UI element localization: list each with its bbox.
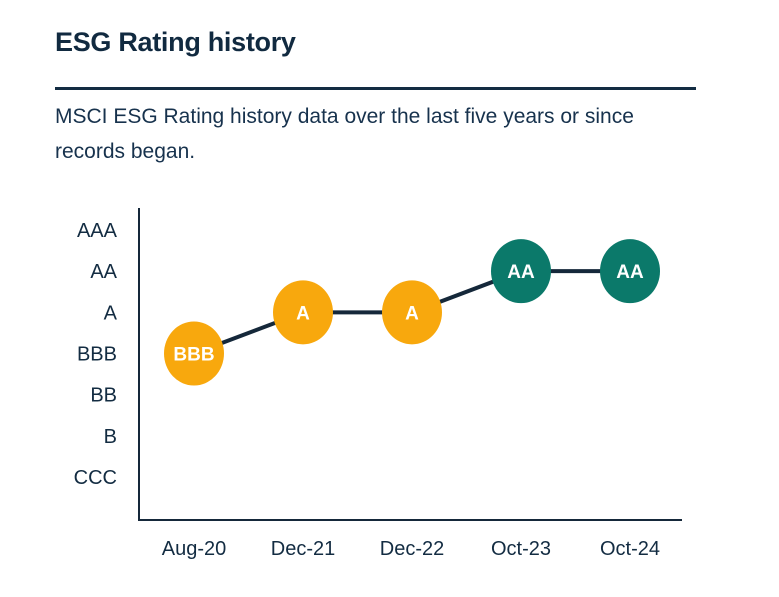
subtitle-line-2: records began.: [55, 140, 196, 163]
y-axis-label-ccc: CCC: [74, 467, 117, 489]
y-axis-label-bbb: BBB: [77, 344, 117, 366]
chart-subtitle: MSCI ESG Rating history data over the la…: [55, 99, 634, 169]
rating-point-label-dec-21: A: [296, 303, 310, 324]
rating-point-label-oct-24: AA: [616, 262, 644, 283]
title-divider: [55, 87, 696, 90]
rating-point-dec-21: [273, 280, 333, 345]
x-axis-label-dec-21: Dec-21: [271, 538, 335, 560]
y-axis-label-bb: BB: [90, 385, 117, 407]
page-title: ESG Rating history: [55, 27, 296, 57]
rating-point-label-oct-23: AA: [507, 262, 535, 283]
rating-point-aug-20: [164, 321, 224, 386]
x-axis-label-aug-20: Aug-20: [162, 538, 227, 560]
subtitle-line-1: MSCI ESG Rating history data over the la…: [55, 105, 634, 128]
rating-point-label-dec-22: A: [405, 303, 419, 324]
y-axis-label-aa: AA: [90, 261, 117, 283]
rating-point-oct-23: [491, 239, 551, 304]
y-axis-label-b: B: [104, 426, 117, 448]
rating-point-dec-22: [382, 280, 442, 345]
chart-axes: [138, 208, 682, 521]
rating-point-oct-24: [600, 239, 660, 304]
x-axis-label-dec-22: Dec-22: [380, 538, 444, 560]
x-axis-label-oct-23: Oct-23: [491, 538, 551, 560]
x-axis-label-oct-24: Oct-24: [600, 538, 660, 560]
y-axis-label-a: A: [104, 302, 118, 324]
rating-point-label-aug-20: BBB: [173, 345, 214, 366]
y-axis-label-aaa: AAA: [77, 220, 118, 242]
